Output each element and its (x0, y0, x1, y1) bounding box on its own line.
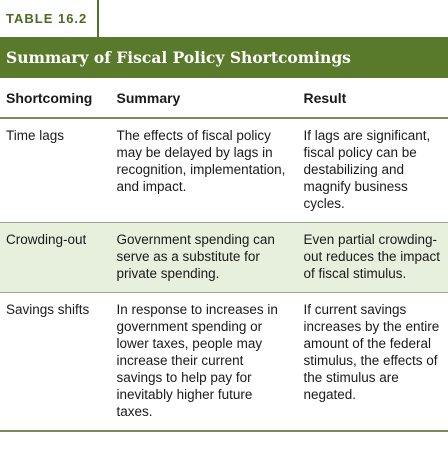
row-summary: The effects of fiscal policy may be dela… (110, 118, 298, 223)
header-summary: Summary (110, 78, 298, 119)
shortcomings-table: Shortcoming Summary Result Time lags The… (0, 78, 448, 432)
header-result: Result (297, 78, 448, 119)
table-tag-area: TABLE 16.2 (0, 0, 448, 39)
row-result: Even partial crowding-out reduces the im… (297, 222, 448, 293)
row-summary: In response to increases in government s… (110, 292, 298, 432)
header-shortcoming: Shortcoming (0, 78, 111, 119)
row-result: If lags are significant, fiscal policy c… (297, 118, 448, 223)
table-row: Crowding-out Government spending can ser… (0, 222, 448, 293)
table-row: Savings shifts In response to increases … (0, 292, 448, 432)
row-summary: Government spending can serve as a subst… (110, 222, 298, 293)
table-tag-box: TABLE 16.2 (0, 0, 99, 37)
table-tag: TABLE 16.2 (6, 11, 88, 26)
table-title: Summary of Fiscal Policy Shortcomings (6, 48, 351, 67)
row-result: If current savings increases by the enti… (297, 292, 448, 432)
row-shortcoming: Crowding-out (0, 222, 111, 293)
header-row: Shortcoming Summary Result (0, 78, 448, 119)
row-shortcoming: Time lags (0, 118, 111, 223)
table-row: Time lags The effects of fiscal policy m… (0, 118, 448, 223)
row-shortcoming: Savings shifts (0, 292, 111, 432)
title-bar: Summary of Fiscal Policy Shortcomings (0, 37, 448, 78)
